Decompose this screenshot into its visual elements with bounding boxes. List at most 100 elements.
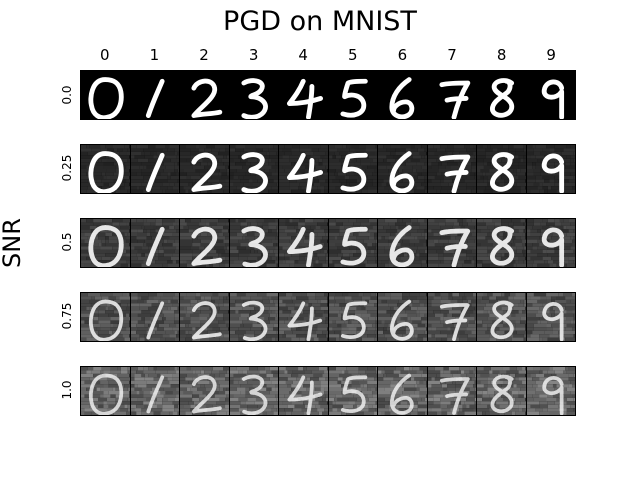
digit-image-graphic (328, 71, 377, 119)
digit-image (327, 145, 377, 193)
y-axis-label-text: SNR (0, 218, 26, 268)
digit-row-1 (80, 144, 576, 194)
digit-image-graphic (81, 145, 130, 193)
digit-image-graphic (130, 145, 179, 193)
digit-image-graphic (279, 293, 328, 341)
digit-image-graphic (81, 71, 130, 119)
digit-row-2 (80, 218, 576, 268)
digit-image (228, 145, 278, 193)
digit-image-graphic (427, 71, 476, 119)
digit-image-graphic (81, 219, 130, 267)
row-label-text: 1.0 (60, 380, 74, 400)
digit-image (228, 71, 278, 119)
digit-image-graphic (378, 367, 427, 415)
digit-image (228, 293, 278, 341)
digit-image (525, 367, 575, 415)
digit-image-graphic (378, 293, 427, 341)
digit-image (377, 219, 427, 267)
figure-title: PGD on MNIST (223, 6, 417, 37)
row-label-text: 0.75 (60, 302, 74, 330)
digit-image-graphic (427, 293, 476, 341)
digit-image (278, 219, 328, 267)
digit-image-graphic (130, 367, 179, 415)
column-label: 3 (248, 46, 259, 64)
digit-image-graphic (526, 367, 575, 415)
digit-image (129, 293, 179, 341)
digit-image (377, 71, 427, 119)
digit-image-graphic (229, 293, 278, 341)
digit-image (81, 219, 130, 267)
digit-image-graphic (229, 71, 278, 119)
digit-image (129, 367, 179, 415)
digit-image (377, 145, 427, 193)
digit-image (327, 219, 377, 267)
digit-image (278, 367, 328, 415)
digit-row-0 (80, 70, 576, 120)
column-label: 7 (447, 46, 457, 64)
row-label-text: 0.25 (60, 154, 74, 182)
digit-image-graphic (477, 293, 526, 341)
column-label: 8 (496, 46, 507, 64)
digit-image-graphic (279, 71, 328, 119)
column-label: 4 (298, 46, 308, 64)
digit-image-graphic (427, 145, 476, 193)
digit-image (426, 219, 476, 267)
digit-image-graphic (328, 219, 377, 267)
digit-image (81, 293, 130, 341)
digit-image-graphic (229, 219, 278, 267)
digit-image-graphic (378, 219, 427, 267)
digit-image (525, 219, 575, 267)
digit-image (426, 293, 476, 341)
digit-image (327, 367, 377, 415)
digit-image (228, 367, 278, 415)
digit-image (179, 219, 229, 267)
digit-image-graphic (526, 71, 575, 119)
digit-image (129, 145, 179, 193)
digit-image-graphic (81, 293, 130, 341)
column-label: 9 (546, 46, 556, 64)
digit-image (525, 145, 575, 193)
digit-image-graphic (328, 293, 377, 341)
digit-image (377, 293, 427, 341)
digit-image-graphic (180, 219, 229, 267)
digit-image-graphic (180, 293, 229, 341)
digit-image (476, 145, 526, 193)
column-label: 1 (149, 46, 160, 64)
digit-image-graphic (279, 219, 328, 267)
digit-image-graphic (477, 219, 526, 267)
digit-image (426, 145, 476, 193)
digit-image (179, 293, 229, 341)
digit-image-graphic (279, 145, 328, 193)
column-label: 5 (348, 46, 358, 64)
digit-image (426, 367, 476, 415)
digit-image (179, 71, 229, 119)
digit-image (81, 367, 130, 415)
digit-image-graphic (427, 367, 476, 415)
digit-image-graphic (378, 71, 427, 119)
digit-image-graphic (328, 145, 377, 193)
row-label-text: 0.5 (60, 232, 74, 252)
digit-image-graphic (477, 145, 526, 193)
digit-row-4 (80, 366, 576, 416)
column-label: 0 (100, 46, 110, 64)
digit-image-graphic (180, 71, 229, 119)
digit-image (278, 71, 328, 119)
digit-image (129, 71, 179, 119)
digit-image (81, 71, 130, 119)
digit-row-3 (80, 292, 576, 342)
digit-image (179, 367, 229, 415)
digit-image-graphic (130, 71, 179, 119)
digit-image-graphic (427, 219, 476, 267)
digit-image (278, 293, 328, 341)
column-label: 6 (397, 46, 408, 64)
row-label-text: 0.0 (60, 85, 74, 105)
digit-image-graphic (180, 145, 229, 193)
digit-image-graphic (130, 219, 179, 267)
digit-image-graphic (328, 367, 377, 415)
digit-image (179, 145, 229, 193)
digit-image-graphic (477, 71, 526, 119)
digit-image (81, 145, 130, 193)
digit-image (476, 219, 526, 267)
digit-image (476, 71, 526, 119)
digit-image (327, 71, 377, 119)
